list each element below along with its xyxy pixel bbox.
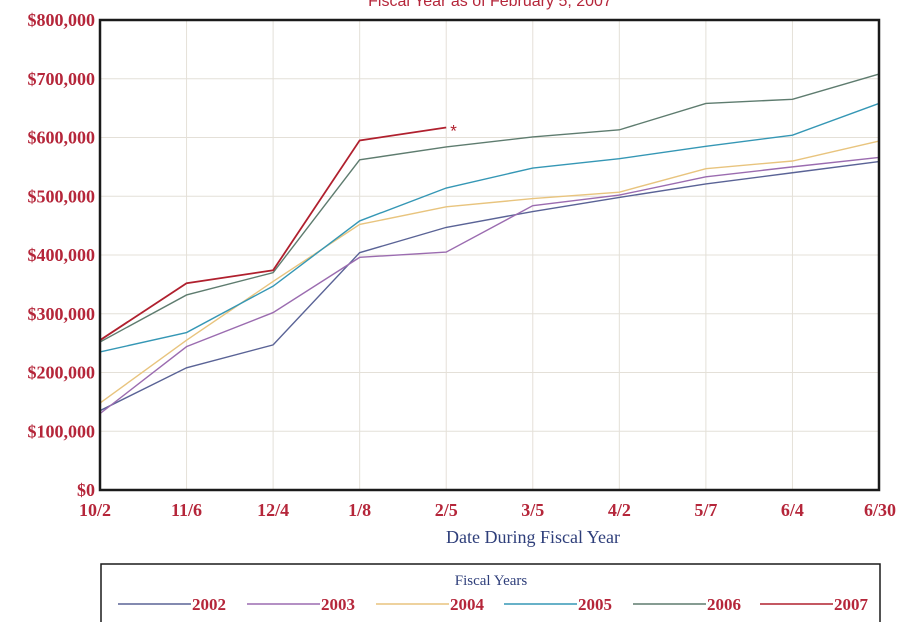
x-tick-label: 11/6	[171, 500, 202, 520]
plot-area-border	[98, 18, 881, 492]
y-tick-label: $800,000	[28, 10, 96, 30]
y-tick-label: $600,000	[28, 128, 96, 148]
x-axis-label: Date During Fiscal Year	[446, 527, 620, 547]
x-axis-ticks: 10/2 11/6 12/4 1/8 2/5 3/5 4/2 5/7 6/4 6/30	[79, 500, 896, 520]
x-tick-label: 1/8	[348, 500, 371, 520]
y-tick-label: $100,000	[28, 421, 96, 441]
y-tick-label: $300,000	[28, 304, 96, 324]
y-tick-label: $200,000	[28, 363, 96, 383]
series-line-2005	[99, 102, 880, 353]
grid-lines	[99, 19, 880, 491]
series-line-2004	[99, 140, 880, 404]
y-tick-label: $0	[77, 480, 95, 500]
legend: Fiscal Years 2002 2003 2004 2005 2006 2007	[100, 563, 881, 622]
legend-label-2003: 2003	[321, 595, 355, 614]
y-tick-label: $400,000	[28, 245, 96, 265]
y-tick-label: $500,000	[28, 186, 96, 206]
x-tick-label: 6/4	[781, 500, 804, 520]
x-tick-label: 10/2	[79, 500, 111, 520]
x-tick-label: 6/30	[864, 500, 896, 520]
legend-label-2005: 2005	[578, 595, 612, 614]
legend-label-2002: 2002	[192, 595, 226, 614]
series-lines: *	[99, 73, 880, 415]
series-line-2007	[99, 126, 447, 341]
series-line-2002	[99, 160, 880, 412]
series-line-2006	[99, 73, 880, 343]
y-axis-ticks: $0 $100,000 $200,000 $300,000 $400,000 $500,0…	[28, 10, 96, 500]
legend-label-2004: 2004	[450, 595, 485, 614]
x-tick-label: 5/7	[694, 500, 717, 520]
y-tick-label: $700,000	[28, 69, 96, 89]
legend-items: 2002 2003 2004 2005 2006 2007	[118, 595, 869, 614]
x-tick-label: 2/5	[435, 500, 458, 520]
x-tick-label: 3/5	[521, 500, 544, 520]
legend-label-2007: 2007	[834, 595, 869, 614]
legend-title: Fiscal Years	[455, 573, 528, 589]
x-tick-label: 4/2	[608, 500, 631, 520]
series-line-2003	[99, 156, 880, 415]
legend-box	[100, 563, 881, 622]
legend-label-2006: 2006	[707, 595, 741, 614]
series-end-marker: *	[450, 122, 457, 141]
x-tick-label: 12/4	[257, 500, 289, 520]
chart-subtitle: Fiscal Year as of February 5, 2007	[368, 0, 612, 10]
